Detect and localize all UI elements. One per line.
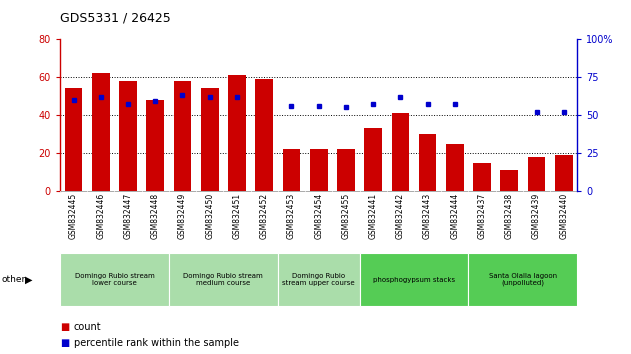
FancyBboxPatch shape: [468, 253, 577, 306]
Text: GSM832445: GSM832445: [69, 193, 78, 239]
Bar: [174, 81, 191, 191]
Bar: [446, 144, 464, 191]
Text: Santa Olalla lagoon
(unpolluted): Santa Olalla lagoon (unpolluted): [489, 273, 557, 286]
Text: GSM832439: GSM832439: [532, 193, 541, 239]
Bar: [256, 79, 273, 191]
Bar: [92, 73, 110, 191]
Text: Domingo Rubio stream
medium course: Domingo Rubio stream medium course: [184, 273, 263, 286]
FancyBboxPatch shape: [169, 253, 278, 306]
Text: GSM832449: GSM832449: [178, 193, 187, 239]
Text: ▶: ▶: [25, 275, 33, 285]
Text: other: other: [1, 275, 25, 284]
Text: GSM832450: GSM832450: [205, 193, 214, 239]
Bar: [283, 149, 300, 191]
Bar: [555, 155, 572, 191]
Text: GSM832438: GSM832438: [505, 193, 514, 239]
Text: GDS5331 / 26425: GDS5331 / 26425: [60, 12, 171, 25]
Bar: [473, 162, 491, 191]
Bar: [310, 149, 327, 191]
Text: GSM832452: GSM832452: [260, 193, 269, 239]
Text: GSM832451: GSM832451: [232, 193, 242, 239]
Bar: [228, 75, 246, 191]
Text: GSM832443: GSM832443: [423, 193, 432, 239]
Bar: [500, 170, 518, 191]
Text: GSM832440: GSM832440: [559, 193, 569, 239]
FancyBboxPatch shape: [60, 253, 169, 306]
Bar: [337, 149, 355, 191]
Text: Domingo Rubio stream
lower course: Domingo Rubio stream lower course: [74, 273, 155, 286]
Bar: [65, 88, 83, 191]
Text: GSM832447: GSM832447: [124, 193, 133, 239]
Text: GSM832453: GSM832453: [287, 193, 296, 239]
Text: ■: ■: [60, 322, 69, 332]
Text: GSM832454: GSM832454: [314, 193, 323, 239]
Bar: [528, 157, 545, 191]
Text: GSM832444: GSM832444: [451, 193, 459, 239]
Bar: [146, 100, 164, 191]
Text: Domingo Rubio
stream upper course: Domingo Rubio stream upper course: [282, 273, 355, 286]
Text: phosphogypsum stacks: phosphogypsum stacks: [373, 277, 455, 282]
Text: count: count: [74, 322, 102, 332]
Bar: [119, 81, 137, 191]
Text: percentile rank within the sample: percentile rank within the sample: [74, 338, 239, 348]
Text: GSM832441: GSM832441: [369, 193, 377, 239]
Bar: [364, 129, 382, 191]
Text: ■: ■: [60, 338, 69, 348]
Text: GSM832442: GSM832442: [396, 193, 405, 239]
Bar: [391, 113, 409, 191]
FancyBboxPatch shape: [278, 253, 360, 306]
Text: GSM832437: GSM832437: [478, 193, 487, 239]
FancyBboxPatch shape: [360, 253, 468, 306]
Text: GSM832446: GSM832446: [97, 193, 105, 239]
Text: GSM832455: GSM832455: [341, 193, 350, 239]
Bar: [419, 134, 437, 191]
Bar: [201, 88, 218, 191]
Text: GSM832448: GSM832448: [151, 193, 160, 239]
